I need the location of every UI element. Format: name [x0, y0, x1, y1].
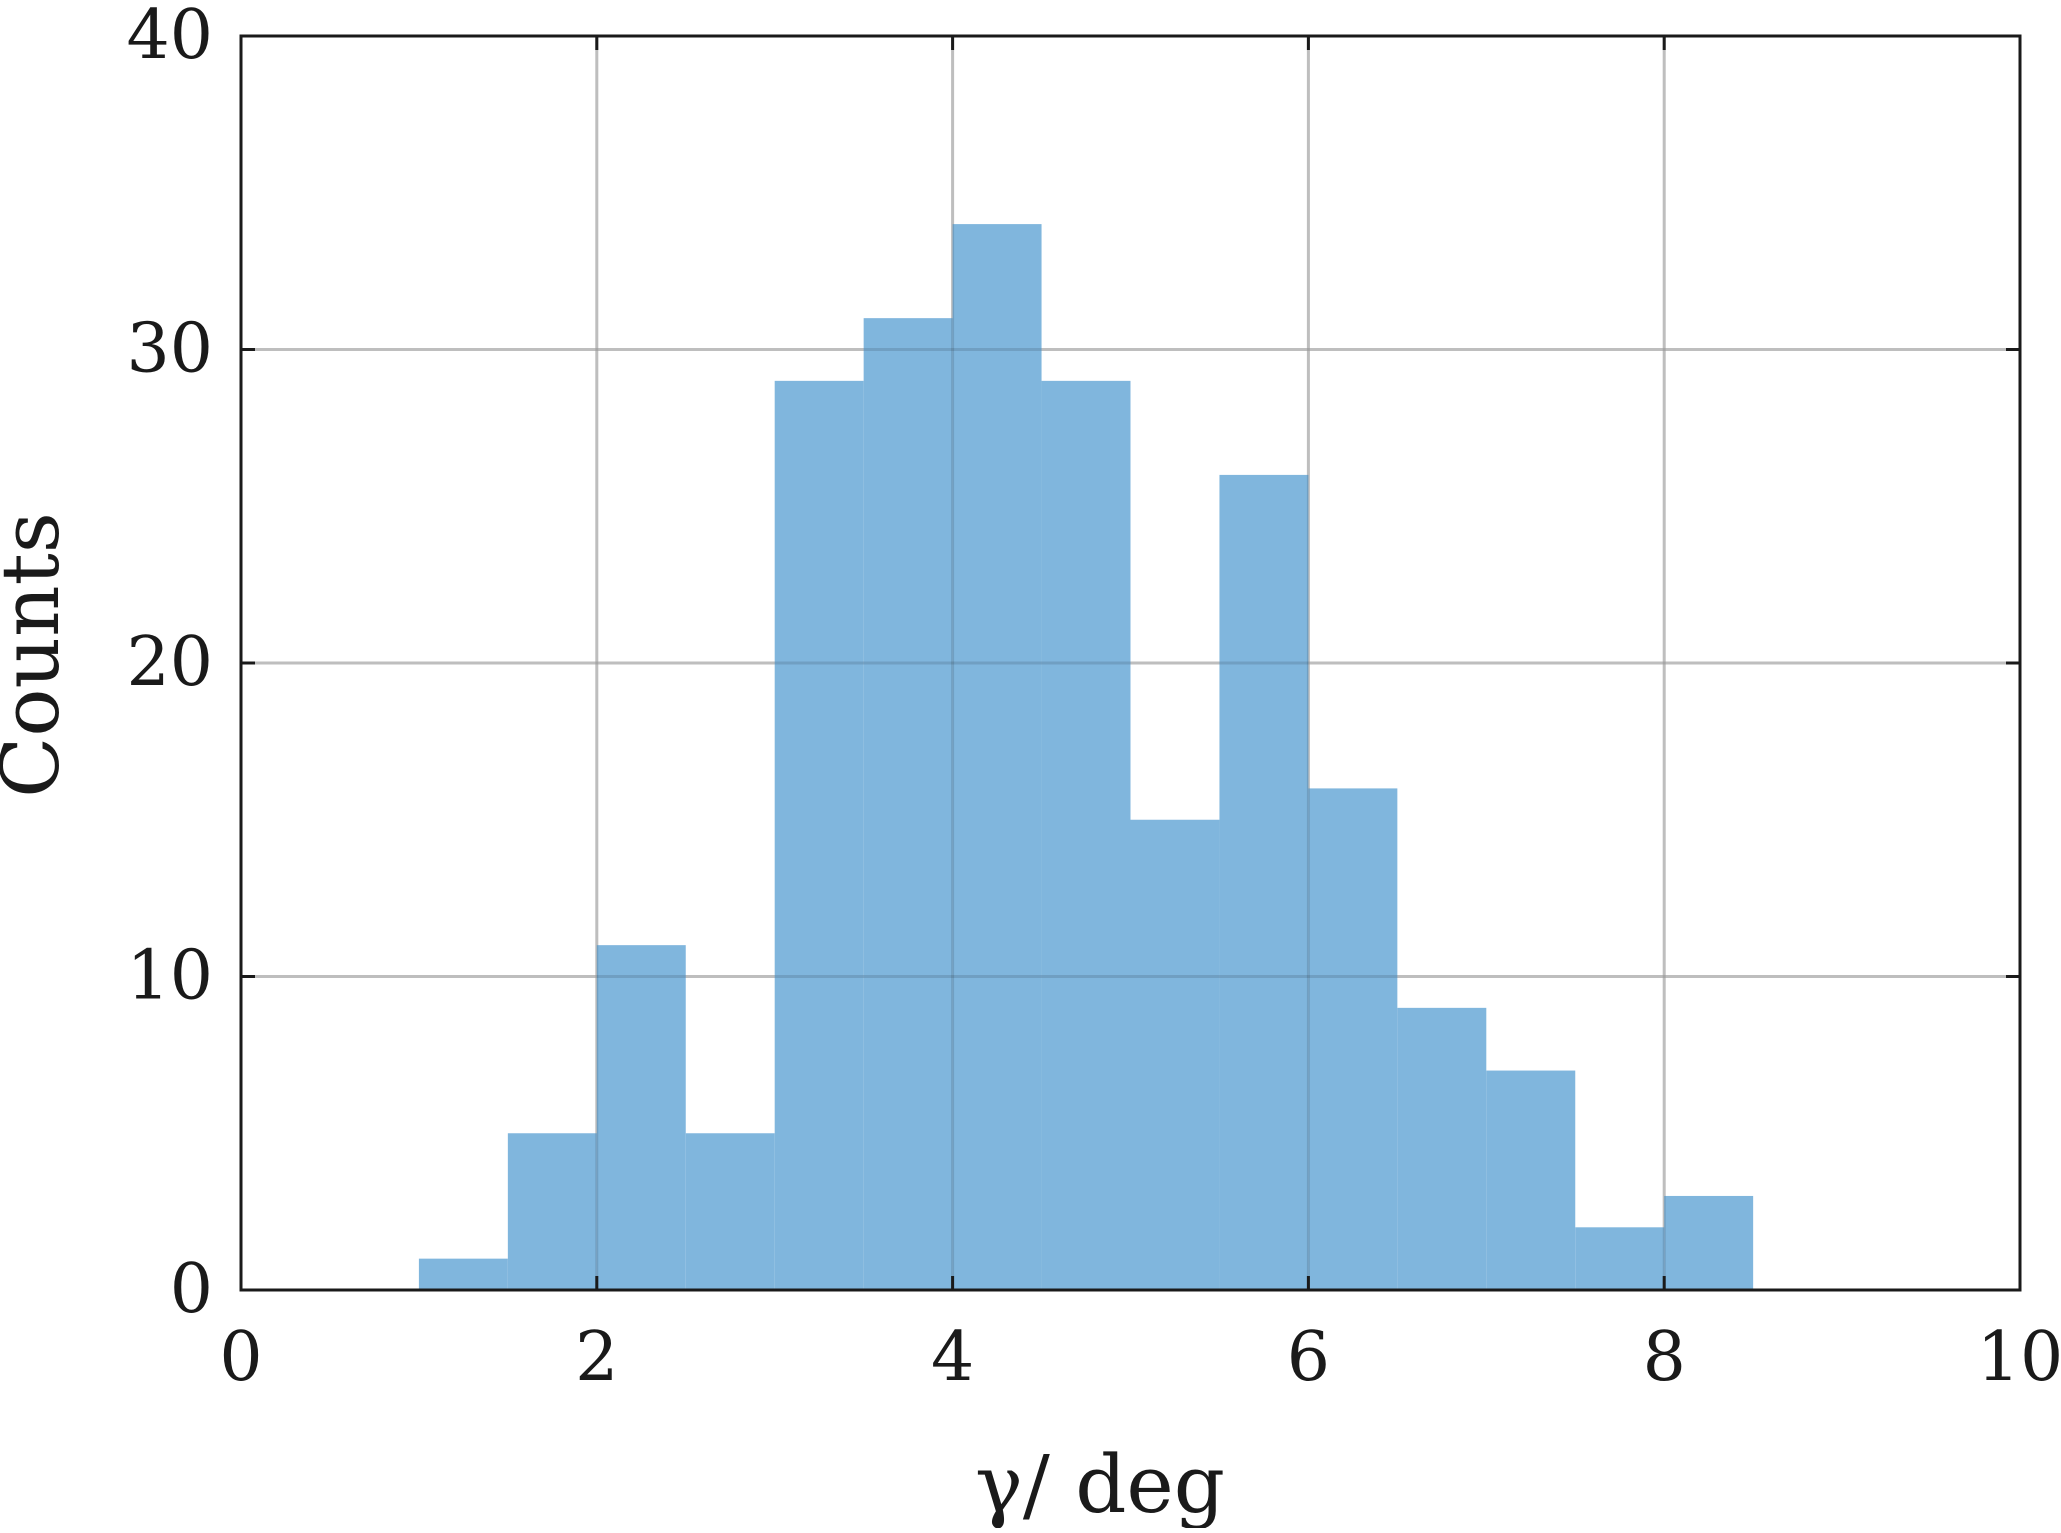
y-tick-label: 20: [126, 623, 213, 702]
histogram-bar: [1308, 788, 1398, 1290]
histogram-bar: [1397, 1007, 1487, 1290]
histogram-bar: [1130, 819, 1220, 1290]
x-tick-label: 8: [1643, 1318, 1686, 1397]
histogram-bar: [596, 945, 686, 1290]
x-tick-label: 2: [575, 1318, 618, 1397]
y-tick-label: 10: [126, 937, 213, 1016]
histogram-bar: [418, 1258, 508, 1290]
axis-ticks: [239, 34, 2022, 1292]
x-tick-label: 10: [1977, 1318, 2061, 1397]
histogram-bars: [241, 36, 2020, 1291]
histogram-bar: [1486, 1070, 1576, 1290]
histogram-bar: [507, 1133, 597, 1290]
x-tick-label: 4: [931, 1318, 974, 1397]
histogram-bar: [952, 224, 1042, 1291]
x-tick-label: 0: [219, 1318, 262, 1397]
y-tick-label: 30: [126, 310, 213, 389]
histogram-bar: [1219, 474, 1309, 1290]
histogram-bar: [1575, 1227, 1665, 1290]
y-tick-label: 0: [170, 1250, 213, 1329]
y-axis-label: Counts: [0, 512, 77, 798]
histogram-bar: [863, 318, 953, 1290]
histogram-bar: [685, 1133, 775, 1290]
tick-labels: 0 2 4 6 8 10 0 10 20 30 40: [126, 0, 2061, 1397]
x-axis-label: γ/ deg: [975, 1438, 1225, 1528]
histogram-bar: [774, 380, 864, 1291]
y-tick-label: 40: [126, 0, 213, 75]
histogram-bar: [1664, 1195, 1754, 1290]
x-tick-label: 6: [1287, 1318, 1330, 1397]
histogram-bar: [1041, 380, 1131, 1291]
